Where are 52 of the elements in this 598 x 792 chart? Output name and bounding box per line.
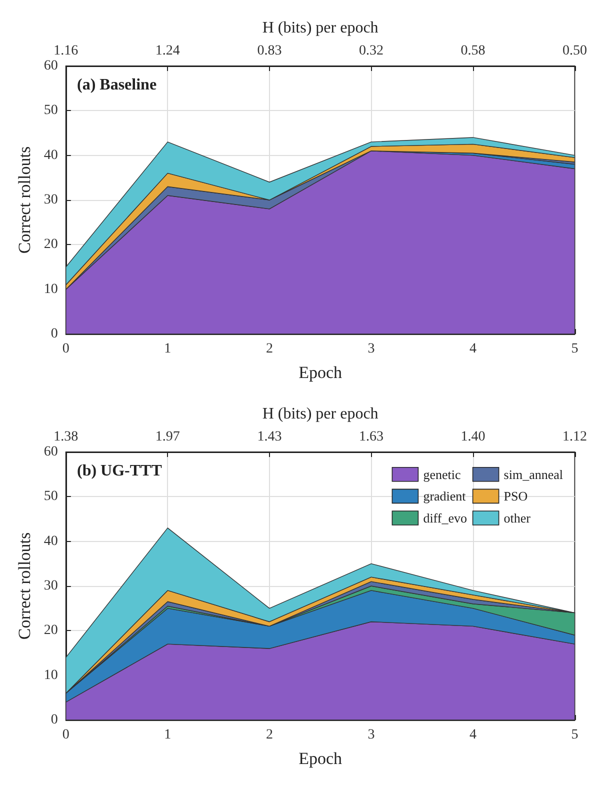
legend-label: other [504,510,532,526]
text: 1.16 [54,44,78,58]
text: 0.83 [257,44,282,58]
y-tick-label: 50 [44,489,58,504]
text: 1.38 [54,430,78,444]
y-tick-label: 10 [44,668,58,683]
y-tick-label: 20 [44,623,58,638]
legend-label: genetic [423,466,461,482]
x-tick-label: 0 [62,342,70,356]
x-tick-label: 0 [62,728,70,742]
legend-label: sim_anneal [504,466,564,482]
y-axis-title: Correct rollouts [15,146,34,254]
y-tick-label: 0 [50,712,58,728]
text: 1.97 [155,430,180,444]
x-tick-label: 2 [266,342,273,356]
text: 1.40 [460,430,486,444]
x2-axis-title: H (bits) per epoch [262,20,378,36]
text: 1.63 [358,430,384,444]
text: 1.24 [155,44,180,58]
x-axis-title: Epoch [298,363,343,382]
legend-label: gradient [423,488,466,504]
x-tick-label: 1 [164,728,172,742]
y-tick-label: 60 [44,58,58,74]
y-axis-title: Correct rollouts [15,532,34,640]
text: 1.43 [257,430,282,444]
text: 1.12 [562,430,587,444]
x-tick-label: 4 [469,728,476,742]
y-tick-label: 30 [44,578,58,594]
text: 0.50 [562,44,587,58]
legend-label: PSO [504,488,528,504]
y-tick-label: 10 [44,282,58,297]
x2-axis-title: H (bits) per epoch [262,406,378,422]
x-tick-label: 5 [571,342,578,356]
x-tick-label: 4 [469,342,476,356]
y-tick-label: 40 [44,148,58,163]
text: 0.32 [358,44,384,58]
x-tick-label: 2 [266,728,273,742]
x-tick-label: 3 [368,342,375,356]
legend-label: diff_evo [423,510,468,526]
y-tick-label: 60 [44,444,58,460]
y-tick-label: 20 [44,237,58,252]
y-tick-label: 30 [44,192,58,208]
x-tick-label: 1 [164,342,172,356]
y-tick-label: 0 [50,326,58,342]
text: 0.58 [460,44,486,58]
text: (a) Baseline [77,76,157,94]
y-tick-label: 40 [44,534,58,549]
x-tick-label: 3 [368,728,375,742]
x-axis-title: Epoch [298,749,343,768]
y-tick-label: 50 [44,103,58,118]
x-tick-label: 5 [571,728,578,742]
text: (b) UG-TTT [77,462,162,480]
